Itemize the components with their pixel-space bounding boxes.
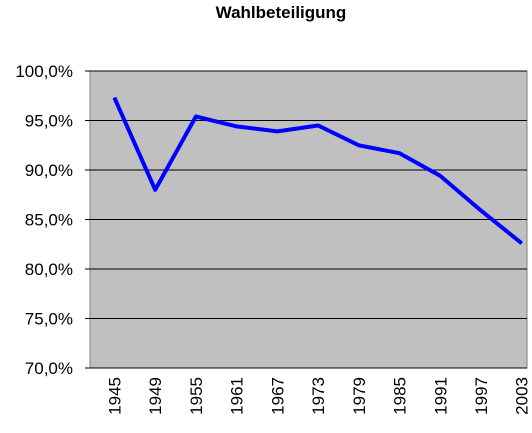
x-tick-label: 1955 (187, 377, 206, 415)
x-tick-label: 1961 (228, 377, 247, 415)
y-tick-label: 85,0% (25, 211, 73, 230)
series-group (112, 96, 523, 245)
data-point (317, 124, 319, 126)
x-tick-label: 1979 (350, 377, 369, 415)
y-tick-label: 100,0% (15, 62, 73, 81)
data-point (439, 175, 441, 177)
data-point (276, 130, 278, 132)
y-tick-label: 95,0% (25, 112, 73, 131)
x-tick-label: 2003 (513, 377, 532, 415)
chart-title: Wahlbeteiligung (216, 3, 347, 22)
data-point (236, 125, 238, 127)
x-tick-label: 1985 (391, 377, 410, 415)
x-axis-ticks: 1945 1949 1955 1961 1967 1973 1979 1985 1991 1997… (105, 377, 531, 415)
x-tick-label: 1967 (268, 377, 287, 415)
data-point (480, 210, 482, 212)
data-point (154, 189, 156, 191)
x-tick-label: 1973 (309, 377, 328, 415)
y-axis-ticks: 100,0% 95,0% 90,0% 85,0% 80,0% 75,0% 70,0% (15, 62, 90, 378)
y-tick-label: 80,0% (25, 260, 73, 279)
data-point (521, 242, 523, 244)
y-tick-label: 90,0% (25, 161, 73, 180)
data-point (113, 97, 115, 99)
data-point (399, 152, 401, 154)
y-tick-label: 75,0% (25, 310, 73, 329)
x-tick-label: 1997 (472, 377, 491, 415)
x-tick-label: 1949 (146, 377, 165, 415)
data-point (195, 116, 197, 118)
gridlines (90, 70, 527, 369)
x-tick-label: 1945 (105, 377, 124, 415)
y-tick-label: 70,0% (25, 359, 73, 378)
data-point (358, 144, 360, 146)
x-tick-label: 1991 (431, 377, 450, 415)
